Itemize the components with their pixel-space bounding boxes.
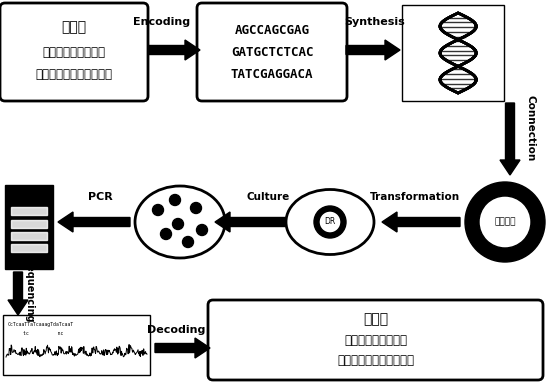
Circle shape xyxy=(182,236,193,248)
Text: Synthesis: Synthesis xyxy=(345,17,405,27)
Text: 重组质粒: 重组质粒 xyxy=(494,217,516,227)
Text: 上来，奔流到海不复回。: 上来，奔流到海不复回。 xyxy=(35,68,112,81)
FancyBboxPatch shape xyxy=(0,3,148,101)
Polygon shape xyxy=(11,220,47,228)
Polygon shape xyxy=(402,5,504,101)
Text: 君不见，黄河之水天: 君不见，黄河之水天 xyxy=(344,335,407,348)
Polygon shape xyxy=(58,212,130,232)
Ellipse shape xyxy=(286,189,374,254)
Circle shape xyxy=(173,219,183,230)
Text: PCR: PCR xyxy=(87,192,112,202)
Circle shape xyxy=(319,211,341,233)
Circle shape xyxy=(197,225,207,235)
Polygon shape xyxy=(500,103,520,175)
Text: Sequencing: Sequencing xyxy=(24,258,34,322)
Polygon shape xyxy=(8,272,28,315)
Text: Connection: Connection xyxy=(525,95,535,161)
Polygon shape xyxy=(215,212,285,232)
Text: Decoding: Decoding xyxy=(147,325,205,335)
Text: CcTcaaTTaTcaaagTdaTcaaT: CcTcaaTTaTcaaagTdaTcaaT xyxy=(8,322,74,327)
Circle shape xyxy=(161,228,171,240)
Polygon shape xyxy=(11,244,47,252)
Text: tc          nc: tc nc xyxy=(23,331,63,336)
Text: DR: DR xyxy=(324,217,336,227)
Polygon shape xyxy=(148,40,200,60)
Text: GATGCTCTCAC: GATGCTCTCAC xyxy=(231,45,313,58)
Text: Transformation: Transformation xyxy=(370,192,460,202)
Polygon shape xyxy=(3,315,150,375)
Circle shape xyxy=(191,202,201,214)
Circle shape xyxy=(152,204,163,215)
Polygon shape xyxy=(382,212,460,232)
Circle shape xyxy=(465,182,545,262)
Text: 君不见，黄河之水天: 君不见，黄河之水天 xyxy=(43,45,105,58)
Text: Culture: Culture xyxy=(246,192,289,202)
Polygon shape xyxy=(155,338,210,358)
Text: 将进酒: 将进酒 xyxy=(363,312,388,326)
Circle shape xyxy=(314,206,346,238)
Text: Encoding: Encoding xyxy=(133,17,191,27)
Circle shape xyxy=(169,194,181,206)
FancyBboxPatch shape xyxy=(208,300,543,380)
FancyBboxPatch shape xyxy=(197,3,347,101)
Text: AGCCAGCGAG: AGCCAGCGAG xyxy=(234,24,310,37)
Polygon shape xyxy=(11,232,47,240)
Polygon shape xyxy=(11,207,47,215)
Text: 将进酒: 将进酒 xyxy=(62,20,87,34)
Polygon shape xyxy=(5,185,53,269)
Text: 上来，奔流到海不复回。: 上来，奔流到海不复回。 xyxy=(337,354,414,367)
Text: TATCGAGGACA: TATCGAGGACA xyxy=(231,68,313,81)
Ellipse shape xyxy=(135,186,225,258)
Polygon shape xyxy=(346,40,400,60)
Circle shape xyxy=(479,196,531,248)
